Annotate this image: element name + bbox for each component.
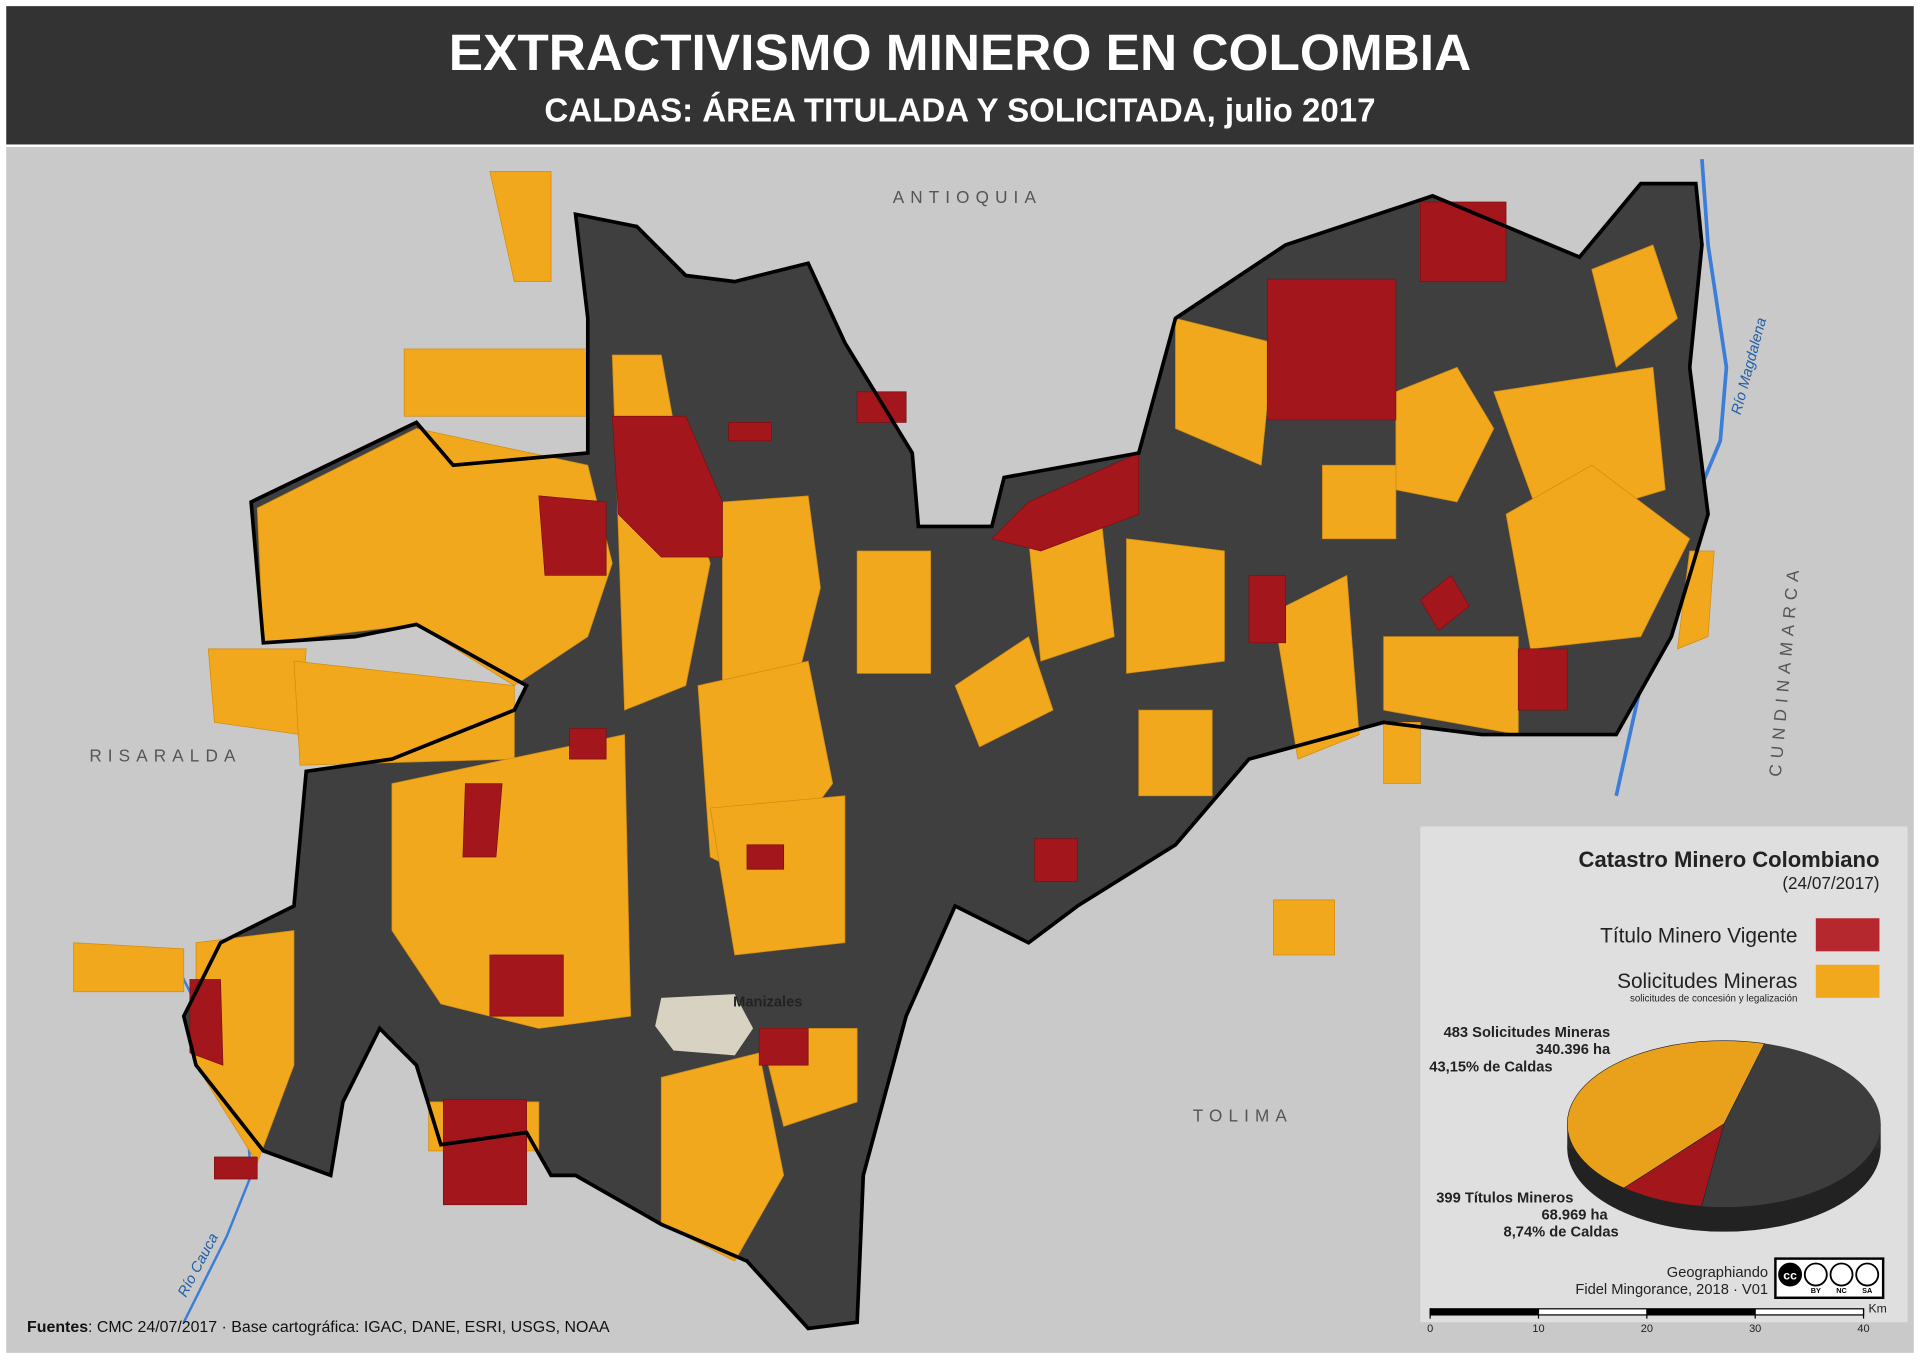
pie-slice — [1566, 1040, 1766, 1189]
scale-tick-label: 10 — [1532, 1323, 1544, 1335]
mining-titles — [189, 201, 1568, 1206]
legend-title: Catastro Minero Colombiano — [1579, 847, 1880, 872]
legend-swatch — [1815, 918, 1880, 952]
legend-date: (24/07/2017) — [1782, 873, 1879, 893]
license-icon — [1829, 1262, 1854, 1287]
pie-label: 340.396 ha — [1536, 1042, 1611, 1058]
pie-label: 68.969 ha — [1542, 1207, 1609, 1223]
city-area — [655, 994, 754, 1056]
caldas-boundary — [181, 181, 1710, 1331]
license-icon — [1803, 1262, 1828, 1287]
legend-label: Título Minero Vigente — [1600, 925, 1797, 948]
sources-label: Fuentes — [27, 1319, 88, 1336]
legend-label: Solicitudes Mineras — [1617, 970, 1797, 993]
license-text: SA — [1862, 1286, 1873, 1295]
legend-note: solicitudes de concesión y legalización — [1630, 993, 1797, 1004]
scale-segment — [1430, 1308, 1539, 1315]
scale-bar: 0 10 20 30 40 — [1427, 1308, 1870, 1335]
header-bar — [6, 6, 1914, 145]
mining-requests — [73, 171, 1715, 1262]
city-label: Manizales — [733, 994, 802, 1010]
credit-line: Fidel Mingorance, 2018 · V01 — [1575, 1282, 1768, 1298]
credit-author: Geographiando — [1667, 1265, 1768, 1281]
license-text: NC — [1836, 1286, 1847, 1295]
legend-swatch — [1815, 964, 1880, 998]
scale-segment — [1646, 1308, 1756, 1315]
scale-tick-label: 40 — [1857, 1323, 1869, 1335]
license-text: BY — [1811, 1286, 1821, 1295]
pie-slice — [1623, 1123, 1725, 1207]
subtitle: CALDAS: ÁREA TITULADA Y SOLICITADA, juli… — [544, 91, 1375, 129]
license-icon — [1855, 1262, 1880, 1287]
pie-label: 8,74% de Caldas — [1504, 1225, 1619, 1241]
place-label: RISARALDA — [89, 746, 241, 766]
sources-text: : CMC 24/07/2017 · Base cartográfica: IG… — [88, 1319, 610, 1336]
scale-tick-label: 30 — [1749, 1323, 1761, 1335]
pie-label: 399 Títulos Mineros — [1436, 1190, 1573, 1206]
place-label: ANTIOQUIA — [893, 187, 1042, 207]
scale-tick-label: 0 — [1427, 1323, 1433, 1335]
title: EXTRACTIVISMO MINERO EN COLOMBIA — [449, 23, 1471, 81]
pie-label: 483 Solicitudes Mineras — [1444, 1025, 1611, 1041]
sources: Fuentes: CMC 24/07/2017 · Base cartográf… — [27, 1319, 610, 1336]
scale-tick-label: 20 — [1641, 1323, 1653, 1335]
pie-chart — [1566, 1040, 1881, 1232]
license-icons: cc BY NC SA — [1778, 1262, 1880, 1295]
place-label: TOLIMA — [1193, 1105, 1293, 1125]
pie-label: 43,15% de Caldas — [1429, 1059, 1552, 1075]
license-icon — [1778, 1262, 1803, 1287]
license-text: cc — [1783, 1268, 1797, 1282]
scale-unit: Km — [1868, 1301, 1886, 1315]
